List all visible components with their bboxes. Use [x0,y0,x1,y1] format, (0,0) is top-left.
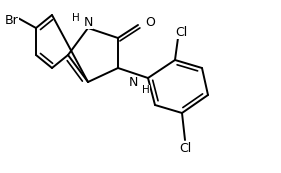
Text: N: N [83,16,93,29]
Text: H: H [72,13,80,23]
Text: H: H [142,85,150,95]
Text: Cl: Cl [175,25,187,39]
Text: O: O [145,16,155,29]
Text: Cl: Cl [179,142,191,154]
Text: N: N [129,75,138,89]
Text: Br: Br [5,13,19,26]
